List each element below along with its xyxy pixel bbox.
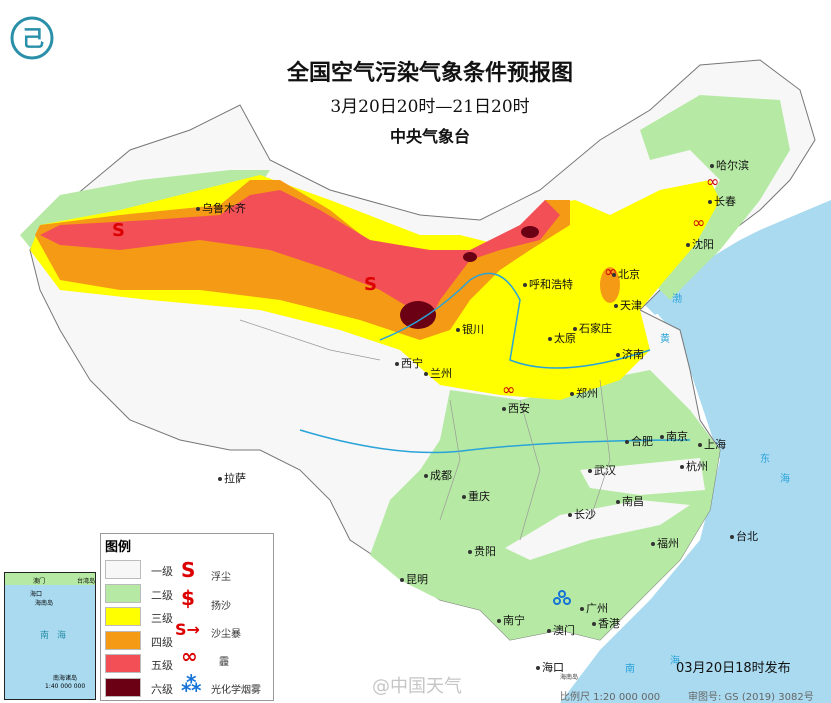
photochemical-smog-icon: ⁂ [181,672,202,696]
haze-icon: ∞ [181,644,198,668]
sea-label: 海 [780,474,790,485]
photochemical-smog-icon [553,590,571,605]
legend-symbol-label: 沙尘暴 [211,629,241,640]
hainan-label: 海南岛 [560,674,579,681]
legend-level-label: 六级 [151,683,173,696]
inset-scale: 1:40 000 000 [45,683,86,690]
city-label: 兰州 [424,365,452,381]
city-label: 合肥 [625,433,653,449]
city-label: 郑州 [570,385,598,401]
border [239,319,611,541]
city-label: 贵阳 [468,543,496,559]
legend-swatch-level-4 [105,631,141,650]
city-label: 上海 [698,436,726,452]
city-label: 澳门 [547,622,575,638]
legend-symbol-label: 光化学烟雾 [211,685,261,696]
inset-land [5,573,95,585]
city-label: 济南 [616,346,644,362]
blowing-sand-icon: $ [181,586,195,610]
river [379,272,651,369]
sea-label: 南 [625,664,635,675]
inset-sea: 南海 [40,631,75,641]
map-approval-number: 审图号: GS (2019) 3082号 [688,692,814,703]
legend-swatch-level-3 [105,607,141,626]
city-label: 广州 [580,600,608,616]
map-title: 全国空气污染气象条件预报图 [286,60,573,86]
city-label: 呼和浩特 [523,276,573,292]
city-label: 长沙 [568,506,596,522]
city-label: 福州 [651,535,679,551]
map-scale: 比例尺 1:20 000 000 [560,692,661,703]
city-label: 太原 [548,330,576,346]
svg-text:己: 己 [22,27,44,52]
city-label: 天津 [614,297,642,313]
city-label: 南宁 [497,612,525,628]
legend-swatch-level-1 [105,560,141,579]
haze-icon: ∞ [692,213,705,232]
legend-level-label: 一级 [151,565,173,578]
legend: 图例 一级 二级 三级 四级 五级 六级 S $ S→ ∞ ⁂ 浮尘 扬沙 沙尘… [100,533,274,701]
city-label: 武汉 [588,462,616,478]
city-label: 台北 [730,528,758,544]
level-5 [40,190,560,320]
legend-level-label: 三级 [151,612,173,625]
city-label: 昆明 [400,571,428,587]
haze-icon: ∞ [502,380,515,399]
inset-hainan: 海南岛 [35,600,54,607]
haze-icon: ∞ [706,172,719,191]
city-label: 成都 [424,467,452,483]
inset-taiwan: 台湾岛 [77,578,96,585]
cma-logo [10,16,54,60]
legend-swatch-level-6 [105,678,141,697]
river [299,429,691,454]
legend-level-label: 二级 [151,589,173,602]
level-6 [463,252,477,262]
sea-label: 渤 [672,294,682,305]
city-label: 拉萨 [218,470,246,486]
level-1-hole-south [505,500,690,560]
sandstorm-icon: S→ [175,620,200,639]
map-subtitle: 3月20日20时—21日20时 [330,97,530,117]
legend-swatch-level-2 [105,584,141,603]
floating-dust-icon: S [181,558,196,582]
south-china-sea-inset: 澳门 台湾岛 海口 海南岛 南海 南海诸岛 1:40 000 000 [4,572,96,700]
city-label: 香港 [592,615,620,631]
watermark: @中国天气 [372,676,462,697]
legend-symbol-label: 扬沙 [211,601,231,612]
city-label: 石家庄 [573,320,612,336]
inset-islands: 南海诸岛 [53,675,78,682]
city-label: 西安 [502,400,530,416]
inset-haikou: 海口 [30,591,43,598]
city-label: 西宁 [395,355,423,371]
city-label: 北京 [612,266,640,282]
city-label: 杭州 [680,458,708,474]
floating-dust-icon: S [364,274,377,295]
sea-label: 黄 [660,334,670,345]
city-label: 银川 [456,321,484,337]
legend-level-label: 四级 [151,636,173,649]
sea-label: 海 [670,656,680,667]
inset-macao: 澳门 [33,578,46,585]
level-6 [521,226,539,238]
floating-dust-icon: S [112,220,125,241]
city-label: 南昌 [616,493,644,509]
city-label: 哈尔滨 [710,157,749,173]
sea [560,200,831,703]
level-6 [400,301,436,329]
city-label: 长春 [708,193,736,209]
city-label: 沈阳 [686,236,714,252]
sea-label: 东 [760,454,770,465]
issue-time: 03月20日18时发布 [676,661,791,676]
legend-title: 图例 [105,540,132,555]
city-label: 乌鲁木齐 [196,200,246,216]
legend-level-label: 五级 [151,659,173,672]
city-label: 重庆 [462,488,490,504]
legend-symbol-label: 霾 [219,657,229,668]
legend-symbol-label: 浮尘 [211,572,231,583]
organization: 中央气象台 [389,127,470,146]
city-label: 南京 [660,428,688,444]
legend-swatch-level-5 [105,654,141,673]
city-label: 海口 [536,659,564,675]
